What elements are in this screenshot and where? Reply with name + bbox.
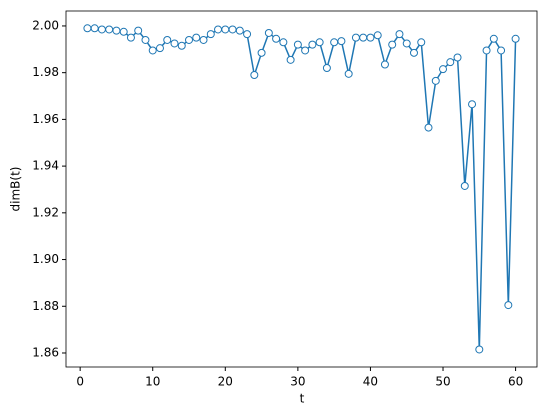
data-point <box>380 60 389 69</box>
y-tick-label: 1.92 <box>32 205 59 219</box>
x-tick-label: 10 <box>145 375 160 389</box>
x-tick-label: 50 <box>435 375 450 389</box>
data-point <box>359 33 368 42</box>
y-axis-label: dimB(t) <box>9 167 23 212</box>
data-point <box>468 100 477 109</box>
data-point <box>446 58 455 67</box>
data-line <box>87 27 517 350</box>
data-point <box>228 25 237 34</box>
data-point <box>141 35 150 44</box>
x-tick-label: 40 <box>363 375 378 389</box>
data-point <box>366 33 375 42</box>
data-point <box>177 41 186 50</box>
data-point <box>235 26 244 35</box>
x-tick-label: 30 <box>290 375 305 389</box>
data-point <box>439 65 448 74</box>
data-point <box>301 46 310 55</box>
data-point <box>308 40 317 49</box>
data-point <box>482 46 491 55</box>
data-point <box>373 31 382 40</box>
data-point <box>112 26 121 35</box>
y-tick-label: 1.86 <box>32 345 59 359</box>
data-point <box>105 25 114 34</box>
data-point <box>126 33 135 42</box>
data-point <box>97 25 106 34</box>
data-point <box>351 33 360 42</box>
data-point <box>286 55 295 64</box>
data-point <box>475 345 484 354</box>
data-point <box>489 34 498 43</box>
data-point <box>395 30 404 39</box>
data-point <box>272 34 281 43</box>
data-point <box>402 39 411 48</box>
data-point <box>264 28 273 37</box>
data-point <box>90 24 99 33</box>
data-point <box>460 181 469 190</box>
data-point <box>504 301 513 310</box>
data-point <box>250 71 259 80</box>
y-tick-label: 1.96 <box>32 112 59 126</box>
x-tick-label: 20 <box>218 375 233 389</box>
data-point <box>417 38 426 47</box>
data-point <box>424 123 433 132</box>
data-point <box>511 34 520 43</box>
data-point <box>199 35 208 44</box>
data-point <box>185 35 194 44</box>
data-point <box>409 48 418 57</box>
data-point <box>279 38 288 47</box>
data-point <box>497 46 506 55</box>
data-point <box>170 39 179 48</box>
x-tick-label: 60 <box>508 375 523 389</box>
data-point <box>134 26 143 35</box>
x-tick-label: 0 <box>76 375 84 389</box>
data-point <box>337 37 346 46</box>
data-point <box>293 40 302 49</box>
data-point <box>214 25 223 34</box>
data-point <box>388 40 397 49</box>
data-point <box>243 30 252 39</box>
y-tick-label: 1.88 <box>32 299 59 313</box>
y-tick-label: 1.90 <box>32 252 59 266</box>
data-point <box>148 46 157 55</box>
data-point <box>163 35 172 44</box>
data-point <box>431 76 440 85</box>
y-tick-label: 1.94 <box>32 159 59 173</box>
y-tick-label: 2.00 <box>32 18 59 32</box>
data-point <box>330 38 339 47</box>
data-point <box>155 44 164 53</box>
data-point <box>83 24 92 33</box>
data-point <box>192 33 201 42</box>
data-point <box>257 48 266 57</box>
data-point <box>221 25 230 34</box>
data-point <box>344 69 353 78</box>
data-point <box>453 53 462 62</box>
data-point <box>315 38 324 47</box>
x-axis-label: t <box>300 392 305 406</box>
plot-frame <box>65 10 538 368</box>
data-point <box>322 63 331 72</box>
data-point <box>119 27 128 36</box>
data-point <box>206 30 215 39</box>
y-tick-label: 1.98 <box>32 65 59 79</box>
